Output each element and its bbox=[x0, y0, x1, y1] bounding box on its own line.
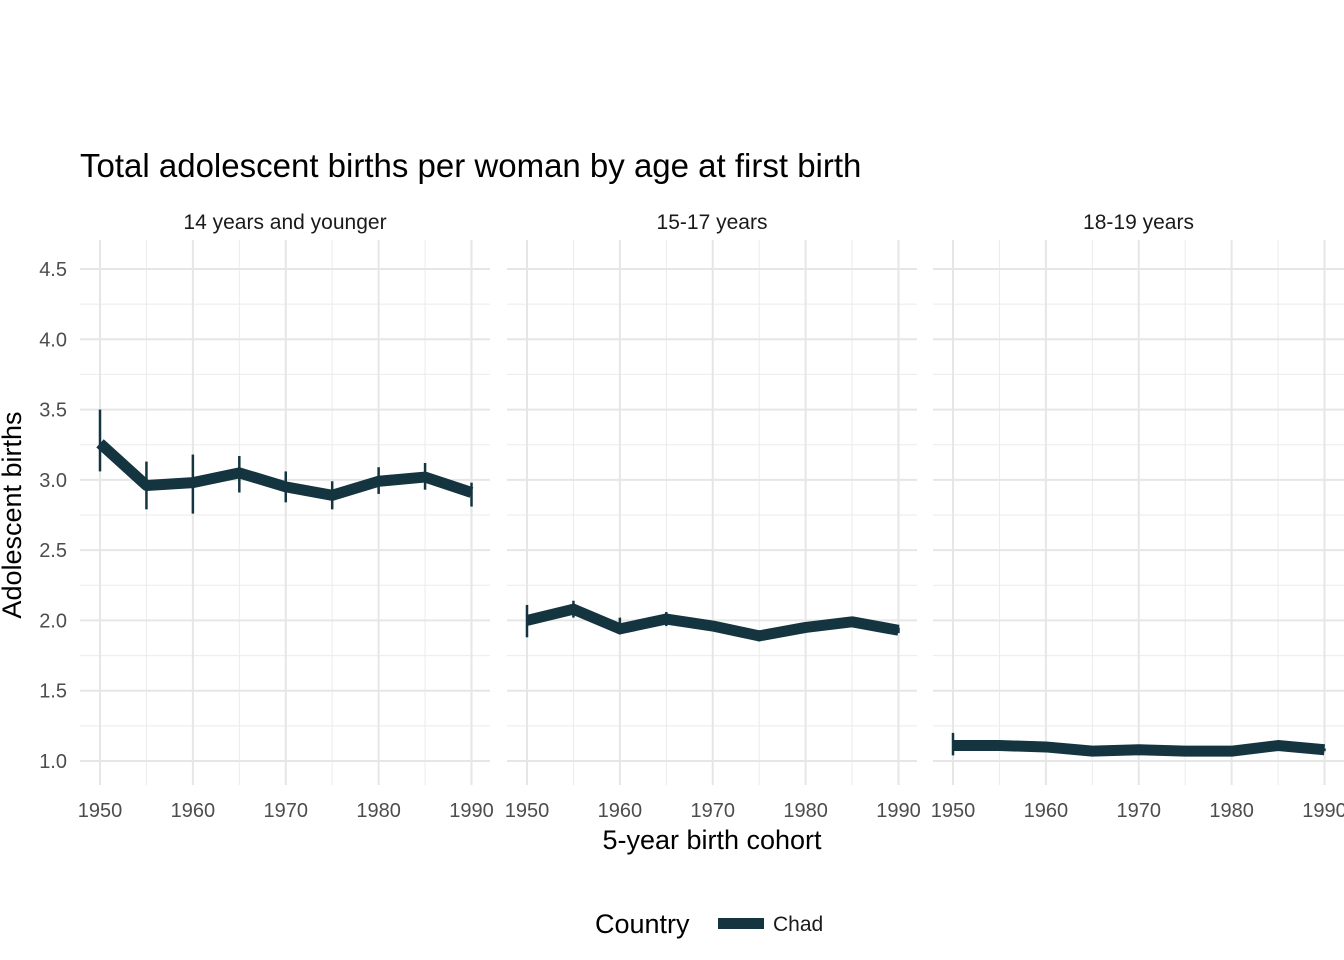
legend-label: Chad bbox=[773, 913, 823, 936]
x-tick-label: 1980 bbox=[356, 800, 401, 822]
legend-key-chad bbox=[718, 918, 764, 929]
facet-label: 15-17 years bbox=[657, 211, 768, 234]
chart-title: Total adolescent births per woman by age… bbox=[80, 147, 861, 184]
x-tick-label: 1990 bbox=[1302, 800, 1344, 822]
facet-label: 18-19 years bbox=[1083, 211, 1194, 234]
x-tick-label: 1980 bbox=[783, 800, 828, 822]
y-tick-label: 3.5 bbox=[39, 400, 67, 422]
series-line-chad bbox=[953, 740, 1325, 757]
y-tick-label: 4.0 bbox=[39, 329, 67, 351]
x-tick-label: 1990 bbox=[449, 800, 494, 822]
x-tick-label: 1970 bbox=[1117, 800, 1162, 822]
x-tick-label: 1950 bbox=[505, 800, 550, 822]
y-tick-label: 3.0 bbox=[39, 470, 67, 492]
y-tick-label: 1.5 bbox=[39, 681, 67, 703]
x-tick-label: 1990 bbox=[876, 800, 921, 822]
x-tick-label: 1980 bbox=[1209, 800, 1254, 822]
x-tick-label: 1960 bbox=[1024, 800, 1069, 822]
y-tick-label: 4.5 bbox=[39, 259, 67, 281]
x-tick-label: 1960 bbox=[171, 800, 216, 822]
y-tick-label: 1.0 bbox=[39, 751, 67, 773]
y-axis-label: Adolescent births bbox=[0, 411, 27, 618]
x-tick-label: 1950 bbox=[931, 800, 976, 822]
x-tick-label: 1950 bbox=[78, 800, 123, 822]
y-tick-label: 2.5 bbox=[39, 540, 67, 562]
y-tick-label: 2.0 bbox=[39, 610, 67, 632]
x-axis-label: 5-year birth cohort bbox=[602, 825, 822, 855]
legend-title: Country bbox=[595, 909, 690, 939]
x-tick-label: 1970 bbox=[691, 800, 736, 822]
x-tick-label: 1960 bbox=[598, 800, 643, 822]
x-tick-label: 1970 bbox=[264, 800, 309, 822]
facet-label: 14 years and younger bbox=[183, 211, 386, 234]
